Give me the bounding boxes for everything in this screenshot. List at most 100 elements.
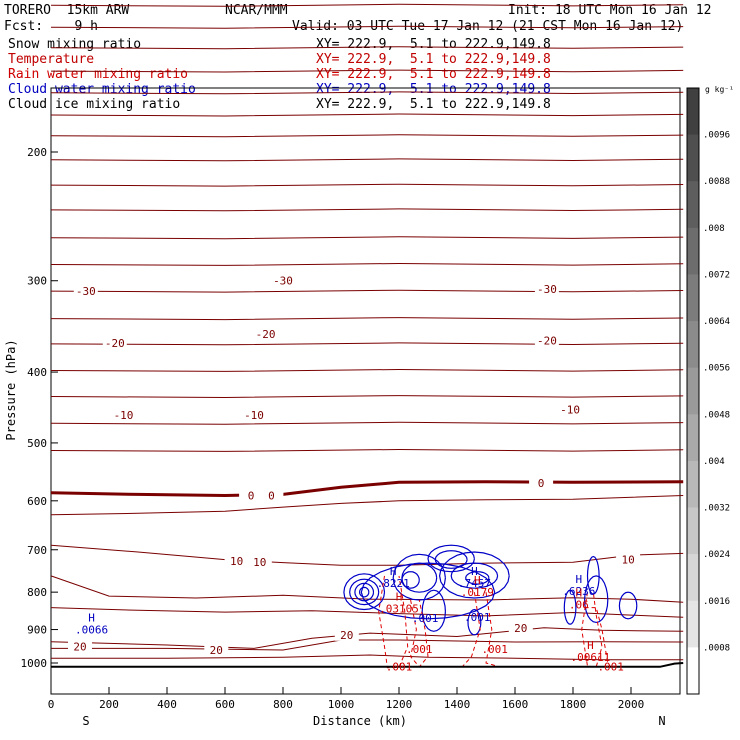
- field-name-cloud-ice: Cloud ice mixing ratio: [8, 97, 181, 112]
- isotherm-label: -30: [273, 275, 293, 288]
- isotherm-label: 10: [253, 556, 266, 569]
- colorbar-swatch: [687, 367, 699, 415]
- isotherm: [50, 627, 684, 649]
- cloud-water-contour: [349, 578, 380, 606]
- isotherm-label-bg: [242, 408, 266, 422]
- isotherm: [50, 480, 684, 498]
- colorbar-swatch: [687, 227, 699, 275]
- isotherm: [51, 654, 684, 661]
- extremum-marker: H: [88, 611, 95, 624]
- isotherm: [50, 342, 684, 346]
- isotherm: [50, 421, 684, 425]
- x-tick-label: 0: [48, 698, 55, 711]
- extremum-value: .6236: [562, 585, 595, 598]
- isotherm: [50, 607, 684, 618]
- x-tick-label: 1600: [502, 698, 529, 711]
- isotherm-label: -10: [560, 403, 580, 416]
- isotherm-label-bg: [239, 488, 264, 502]
- isotherm: [50, 544, 684, 566]
- extremum-marker: H: [396, 591, 403, 604]
- cloud-water-contour: [354, 582, 375, 602]
- extremum-value: .0179: [461, 586, 494, 599]
- cloud-water-contour: [392, 553, 446, 601]
- extremum-value: .001: [464, 611, 491, 624]
- x-tick-label: 800: [273, 698, 293, 711]
- isotherm: [50, 368, 684, 372]
- isotherm-label-bg: [111, 408, 136, 422]
- isotherm-label: -20: [256, 328, 276, 341]
- x-tick-label: 2000: [618, 698, 645, 711]
- cloud-water-contour: [358, 586, 370, 598]
- isotherm-label: -30: [76, 285, 96, 298]
- isotherm-label-bg: [534, 333, 559, 347]
- colorbar-tick-label: .0072: [703, 270, 730, 280]
- colorbar-tick-label: .008: [703, 224, 725, 234]
- cloud-water-contour: [465, 571, 490, 585]
- extremum-value: .06: [569, 599, 589, 612]
- extremum-value: .001: [597, 661, 624, 674]
- isotherm: [50, 495, 684, 516]
- extremum-marker: H: [587, 639, 594, 652]
- rain-water-contour: [462, 592, 481, 667]
- colorbar-swatch: [687, 274, 699, 322]
- extremum-marker: H: [471, 565, 478, 578]
- colorbar-swatch: [687, 600, 699, 648]
- field-xy-cloud-ice: XY= 222.9, 5.1 to 222.9,149.8: [316, 97, 551, 112]
- isotherm: [50, 113, 684, 117]
- x-tick-label: 1400: [444, 698, 471, 711]
- south-label: S: [82, 714, 89, 728]
- extremum-marker: H: [575, 587, 582, 600]
- colorbar-swatch: [687, 460, 699, 509]
- cloud-water-contour: [467, 608, 482, 636]
- y-axis-label: Pressure (hPa): [4, 339, 18, 440]
- extremum-value: .03105: [379, 603, 419, 616]
- isotherm: [50, 448, 684, 452]
- y-tick-label: 600: [27, 495, 47, 508]
- isotherm-label: 0: [268, 489, 275, 502]
- colorbar-tick-label: .0024: [703, 550, 730, 560]
- cloud-water-contour: [618, 591, 638, 620]
- cloud-water-contour: [450, 562, 499, 589]
- isotherm-label-bg: [102, 336, 127, 350]
- rain-water-contour: [584, 607, 612, 668]
- colorbar-tick-label: .0056: [703, 364, 730, 374]
- colorbar-swatch: [687, 134, 699, 182]
- cloud-water-contour: [421, 589, 446, 632]
- isotherm: [50, 395, 684, 399]
- colorbar-swatch: [687, 88, 699, 136]
- y-tick-label: 300: [27, 275, 47, 288]
- isotherm-label: 10: [230, 555, 243, 568]
- isotherm-label: -10: [244, 409, 264, 422]
- rain-water-contour: [581, 592, 603, 668]
- y-tick-label: 800: [27, 586, 47, 599]
- isotherm-label-bg: [259, 488, 284, 502]
- isotherm-label: -10: [114, 409, 134, 422]
- colorbar-tick-label: .0016: [703, 597, 730, 607]
- init-time: Init: 18 UTC Mon 16 Jan 12: [508, 3, 712, 18]
- extremum-value: .001: [412, 612, 439, 625]
- y-tick-label: 200: [27, 146, 47, 159]
- isotherm-label: 10: [621, 554, 634, 567]
- extremum-marker: H: [474, 574, 481, 587]
- isotherm: [51, 639, 684, 651]
- cloud-water-contour: [583, 575, 609, 624]
- isotherm-label-bg: [68, 639, 92, 653]
- x-tick-label: 1200: [386, 698, 413, 711]
- isotherm-label: 20: [210, 644, 223, 657]
- isotherm-label: 0: [538, 477, 545, 490]
- plot-frame: [50, 87, 681, 695]
- x-tick-label: 1800: [560, 698, 587, 711]
- x-tick-label: 200: [99, 698, 119, 711]
- isotherm: [50, 236, 684, 240]
- isotherm: [50, 262, 684, 266]
- x-tick-label: 1000: [328, 698, 355, 711]
- extremum-value: .001: [386, 661, 413, 674]
- cloud-water-contour: [401, 571, 420, 589]
- org-title: NCAR/MMM: [225, 3, 288, 18]
- x-tick-label: 400: [157, 698, 177, 711]
- isotherm: [50, 25, 684, 29]
- isotherm: [50, 91, 684, 95]
- isotherm: [50, 289, 684, 293]
- isotherm: [50, 3, 684, 7]
- isotherm-label-bg: [247, 554, 272, 568]
